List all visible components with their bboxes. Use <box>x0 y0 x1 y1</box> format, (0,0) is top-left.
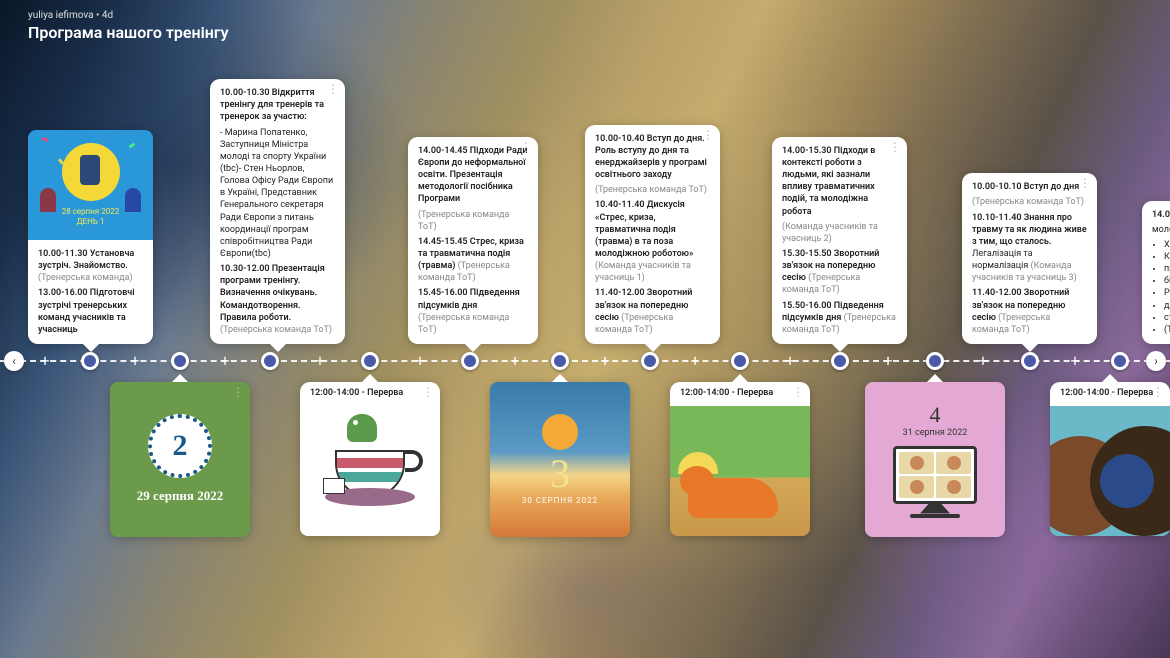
more-icon[interactable]: ⋮ <box>327 83 339 95</box>
add-node-button[interactable]: + <box>508 354 522 368</box>
add-node-button[interactable]: + <box>598 354 612 368</box>
tea-tag: TEA REX <box>323 478 345 494</box>
day-date: 30 СЕРПНЯ 2022 <box>522 496 598 505</box>
card-body: 10.00-10.30 Відкриття тренінгу для трене… <box>210 79 345 344</box>
timeline-node[interactable] <box>1111 352 1129 370</box>
more-icon[interactable]: ⋮ <box>1152 386 1164 398</box>
card-body: 14.00-14.45 Підходи Ради Європи до нефор… <box>408 137 538 344</box>
timeline-card-day4[interactable]: ⋮ 4 31 серпня 2022 <box>865 382 1005 537</box>
author-line: yuliya iefimova • 4d <box>28 10 229 21</box>
card-hero-day2: 2 29 серпня 2022 <box>110 382 250 537</box>
card-hero-day4: 4 31 серпня 2022 <box>865 382 1005 537</box>
timeline-node[interactable] <box>361 352 379 370</box>
hero-day: ДЕНЬ 1 <box>77 217 105 226</box>
more-icon[interactable]: ⋮ <box>792 386 804 398</box>
timeline-card-break1[interactable]: ⋮ 12:00-14:00 - Перерва TEA REX <box>300 382 440 536</box>
card-hero-hands <box>1050 406 1170 536</box>
card-body: 14.00-15.30 Підходи в контексті роботи з… <box>772 137 907 344</box>
timeline-node[interactable] <box>171 352 189 370</box>
card-hero-day1: 28 серпня 2022ДЕНЬ 1 <box>28 130 153 240</box>
more-icon[interactable]: ⋮ <box>520 141 532 153</box>
card-body: 10.00-11.30 Установча зустріч. Знайомств… <box>28 240 153 344</box>
monitor-icon <box>893 446 977 504</box>
prev-button[interactable]: ‹ <box>4 351 24 371</box>
day-badge: 2 <box>148 414 212 478</box>
timeline-card-day1[interactable]: ⋮ 28 серпня 2022ДЕНЬ 1 10.00-11.30 Устан… <box>28 130 153 344</box>
timeline-node[interactable] <box>81 352 99 370</box>
timeline-card-partial[interactable]: 14.00- молоді Хр Ке пр бі Ро дл ст (Тр <box>1142 201 1170 344</box>
add-node-button[interactable]: + <box>218 354 232 368</box>
timeline-card-day3[interactable]: ⋮ 3 30 СЕРПНЯ 2022 <box>490 382 630 537</box>
add-node-button[interactable]: + <box>1068 354 1082 368</box>
more-icon[interactable]: ⋮ <box>889 141 901 153</box>
add-node-button[interactable]: + <box>313 354 327 368</box>
card-body: 14.00- молоді Хр Ке пр бі Ро дл ст (Тр <box>1142 201 1170 344</box>
timeline-card-day4-morning[interactable]: ⋮ 10.00-10.10 Вступ до дня (Тренерська к… <box>962 173 1097 344</box>
day-date: 31 серпня 2022 <box>903 428 968 438</box>
chevron-left-icon: ‹ <box>12 354 16 368</box>
timeline-card-day3-morning[interactable]: ⋮ 10.00-10.40 Вступ до дня. Роль вступу … <box>585 125 720 344</box>
timeline-node[interactable] <box>926 352 944 370</box>
day-number: 3 <box>550 454 570 494</box>
card-hero-teacup: TEA REX <box>300 406 440 536</box>
card-caption: 12:00-14:00 - Перерва <box>670 382 810 406</box>
timeline-card-break2[interactable]: ⋮ 12:00-14:00 - Перерва <box>670 382 810 536</box>
timeline-card-approaches[interactable]: ⋮ 14.00-14.45 Підходи Ради Європи до неф… <box>408 137 538 344</box>
next-button[interactable]: › <box>1146 351 1166 371</box>
add-node-button[interactable]: + <box>783 354 797 368</box>
timeline-node[interactable] <box>261 352 279 370</box>
hero-date: 28 серпня 2022 <box>62 207 120 216</box>
card-body: 10.00-10.10 Вступ до дня (Тренерська ком… <box>962 173 1097 344</box>
day-number: 4 <box>930 402 941 428</box>
more-icon[interactable]: ⋮ <box>422 386 434 398</box>
card-caption: 12:00-14:00 - Перерва <box>300 382 440 406</box>
chevron-right-icon: › <box>1154 354 1158 368</box>
timeline-node[interactable] <box>641 352 659 370</box>
add-node-button[interactable]: + <box>976 354 990 368</box>
board-title: Програма нашого тренінгу <box>28 23 229 42</box>
card-body: 10.00-10.40 Вступ до дня. Роль вступу до… <box>585 125 720 344</box>
more-icon[interactable]: ⋮ <box>1079 177 1091 189</box>
board-header: yuliya iefimova • 4d Програма нашого тре… <box>28 10 229 42</box>
more-icon[interactable]: ⋮ <box>232 386 244 398</box>
timeline-node[interactable] <box>831 352 849 370</box>
timeline-node[interactable] <box>1021 352 1039 370</box>
timeline-card-break3[interactable]: ⋮ 12:00-14:00 - Перерва <box>1050 382 1170 536</box>
day-label: 29 серпня 2022 <box>137 488 223 505</box>
card-hero-day3: 3 30 СЕРПНЯ 2022 <box>490 382 630 537</box>
more-icon[interactable]: ⋮ <box>702 129 714 141</box>
add-node-button[interactable]: + <box>413 354 427 368</box>
add-node-button[interactable]: + <box>128 354 142 368</box>
timeline-card-day3-afternoon[interactable]: ⋮ 14.00-15.30 Підходи в контексті роботи… <box>772 137 907 344</box>
card-hero-lounging <box>670 406 810 536</box>
add-node-button[interactable]: + <box>688 354 702 368</box>
timeline-node[interactable] <box>461 352 479 370</box>
timeline-node[interactable] <box>731 352 749 370</box>
more-icon[interactable]: ⋮ <box>987 386 999 398</box>
timeline-node[interactable] <box>551 352 569 370</box>
add-node-button[interactable]: + <box>38 354 52 368</box>
add-node-button[interactable]: + <box>881 354 895 368</box>
timeline-card-day2[interactable]: ⋮ 2 29 серпня 2022 <box>110 382 250 537</box>
timeline-card-opening[interactable]: ⋮ 10.00-10.30 Відкриття тренінгу для тре… <box>210 79 345 344</box>
